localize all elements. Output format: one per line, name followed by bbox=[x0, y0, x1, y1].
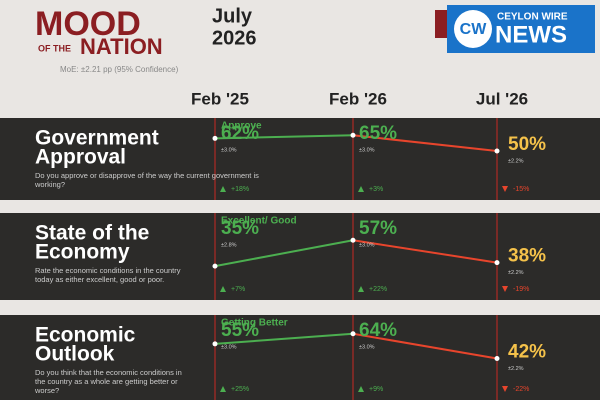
change-label: -19% bbox=[513, 286, 529, 293]
brand-title2: NATION bbox=[80, 34, 163, 59]
column-header: Feb '25 bbox=[191, 89, 249, 108]
change-arrow bbox=[220, 186, 226, 192]
value-label: 57% bbox=[359, 218, 397, 239]
change-label: +9% bbox=[369, 386, 383, 393]
panel-question: Rate the economic conditions in the coun… bbox=[35, 266, 181, 284]
panel bbox=[0, 213, 600, 300]
moe-label: ±2.8% bbox=[221, 242, 237, 248]
change-arrow bbox=[358, 286, 364, 292]
moe-label: ±3.0% bbox=[221, 344, 237, 350]
value-label: 65% bbox=[359, 123, 397, 144]
panel-question: Do you think that the economic condition… bbox=[34, 368, 182, 395]
value-label: 62% bbox=[221, 123, 259, 144]
panel-title: Approval bbox=[35, 146, 126, 169]
trend-up bbox=[214, 134, 354, 140]
change-arrow bbox=[358, 386, 364, 392]
moe-label: ±3.0% bbox=[359, 344, 375, 350]
moe-label: ±3.0% bbox=[359, 147, 375, 153]
panel-title: Government bbox=[35, 127, 159, 150]
series-label: Approve bbox=[221, 121, 262, 132]
trend-up bbox=[214, 239, 354, 268]
change-arrow bbox=[220, 386, 226, 392]
value-label: 50% bbox=[508, 134, 546, 155]
logo-circle bbox=[454, 10, 492, 48]
change-label: +22% bbox=[369, 286, 387, 293]
point bbox=[212, 135, 218, 141]
panel-title: Outlook bbox=[35, 343, 115, 366]
panel bbox=[0, 315, 600, 400]
logo-top: CEYLON WIRE bbox=[497, 12, 568, 23]
change-arrow bbox=[502, 186, 508, 192]
logo-bottom: NEWS bbox=[495, 21, 567, 48]
point bbox=[494, 148, 500, 154]
moe-label: ±3.0% bbox=[359, 242, 375, 248]
point bbox=[212, 263, 218, 269]
change-label: +18% bbox=[231, 186, 249, 193]
logo-mark: CW bbox=[460, 21, 488, 38]
change-arrow bbox=[358, 186, 364, 192]
series-label: Excellent/ Good bbox=[221, 216, 297, 227]
trend-down bbox=[352, 239, 498, 264]
change-arrow bbox=[220, 286, 226, 292]
decor bbox=[435, 10, 447, 38]
panel-title: Economic bbox=[35, 324, 136, 347]
date: 2026 bbox=[212, 27, 257, 49]
moe-label: ±3.0% bbox=[221, 147, 237, 153]
column-header: Feb '26 bbox=[329, 89, 387, 108]
change-label: +3% bbox=[369, 186, 383, 193]
series-label: Getting Better bbox=[221, 318, 288, 329]
trend-up bbox=[214, 332, 354, 345]
moe-label: ±2.2% bbox=[508, 270, 524, 276]
change-arrow bbox=[502, 386, 508, 392]
point bbox=[350, 132, 356, 138]
brand-sub: OF THE bbox=[38, 43, 71, 53]
change-arrow bbox=[502, 286, 508, 292]
value-label: 35% bbox=[221, 218, 259, 239]
value-label: 38% bbox=[508, 246, 546, 267]
point bbox=[350, 331, 356, 337]
point bbox=[350, 237, 356, 243]
trend-down bbox=[352, 332, 498, 360]
point bbox=[494, 260, 500, 266]
panel-title: Economy bbox=[35, 241, 130, 264]
change-label: -15% bbox=[513, 186, 529, 193]
value-label: 42% bbox=[508, 342, 546, 363]
value-label: 55% bbox=[221, 320, 259, 341]
change-label: +25% bbox=[231, 386, 249, 393]
trend-down bbox=[352, 134, 498, 152]
moe: MoE: ±2.21 pp (95% Confidence) bbox=[60, 65, 179, 74]
value-label: 64% bbox=[359, 320, 397, 341]
point bbox=[494, 356, 500, 361]
moe-label: ±2.2% bbox=[508, 158, 524, 164]
panel bbox=[0, 118, 600, 200]
change-label: +7% bbox=[231, 286, 245, 293]
point bbox=[212, 341, 218, 347]
brand-title: MOOD bbox=[35, 5, 141, 43]
moe-label: ±2.2% bbox=[508, 366, 524, 372]
date: July bbox=[212, 5, 253, 27]
panel-title: State of the bbox=[35, 222, 149, 245]
column-header: Jul '26 bbox=[476, 89, 528, 108]
panel-question: Do you approve or disapprove of the way … bbox=[34, 171, 259, 189]
change-label: -22% bbox=[513, 386, 529, 393]
